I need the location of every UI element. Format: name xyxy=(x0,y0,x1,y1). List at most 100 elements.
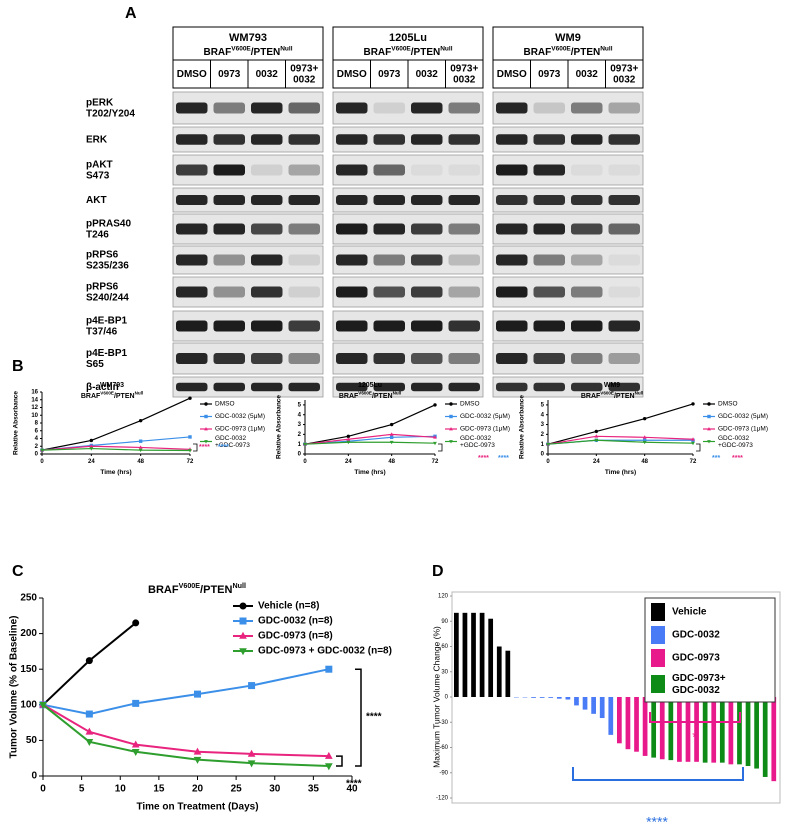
bar xyxy=(702,697,708,763)
bracket xyxy=(572,767,744,781)
genotype-allele: V600E xyxy=(231,45,251,52)
y-tick-label: 0 xyxy=(541,452,545,458)
band xyxy=(176,194,208,206)
chart-title: WM793 xyxy=(100,382,124,389)
band xyxy=(288,286,320,298)
x-tick-label: 24 xyxy=(345,459,352,465)
band xyxy=(336,286,368,298)
marker xyxy=(138,418,143,423)
protein-label-line: β-actin xyxy=(86,382,119,393)
band xyxy=(213,286,245,298)
y-tick-label: -120 xyxy=(436,796,449,802)
cell-line: WM793 xyxy=(229,32,267,44)
y-tick-label: 90 xyxy=(441,619,448,625)
x-tick-label: 48 xyxy=(641,459,648,465)
significance: **** xyxy=(218,444,229,451)
marker xyxy=(324,751,333,759)
y-tick-label: 1 xyxy=(541,442,545,448)
bar xyxy=(565,697,571,700)
marker xyxy=(132,699,140,707)
bar xyxy=(471,612,476,697)
band xyxy=(288,164,320,176)
band xyxy=(213,102,245,114)
band xyxy=(288,102,320,114)
band xyxy=(448,254,480,266)
band xyxy=(336,102,368,114)
series-line xyxy=(41,447,191,452)
x-tick-label: 25 xyxy=(231,784,243,795)
blot-strip xyxy=(172,376,324,398)
band xyxy=(496,194,528,206)
genotype-gene: /PTEN xyxy=(114,393,135,400)
legend-marker xyxy=(707,414,711,419)
bar xyxy=(556,697,562,699)
lane-label: 0032 xyxy=(576,69,599,80)
protein-label: pAKT S473 xyxy=(86,159,113,181)
series-line xyxy=(41,445,191,451)
series-line xyxy=(547,435,694,445)
band xyxy=(571,223,603,235)
lane-label-line: 0032 xyxy=(453,74,476,85)
series-line xyxy=(547,439,694,445)
band xyxy=(251,223,283,235)
y-tick-label: 4 xyxy=(541,412,545,418)
y-tick-label: 16 xyxy=(31,390,38,396)
legend-label: GDC-0973 + GDC-0032 (n=8) xyxy=(258,646,392,657)
band xyxy=(411,164,443,176)
y-tick-label: 100 xyxy=(20,699,37,710)
y-axis-label: Maximum Tumor Volume Change (%) xyxy=(431,626,441,768)
marker xyxy=(138,445,143,449)
genotype-allele: Null xyxy=(393,391,402,396)
bracket xyxy=(355,668,362,767)
y-tick-label: 6 xyxy=(35,428,39,434)
legend-label: Vehicle (n=8) xyxy=(258,601,319,612)
band xyxy=(288,353,320,364)
legend-label: GDC-0032 +GDC-0973 xyxy=(460,435,495,449)
x-tick-label: 10 xyxy=(115,784,127,795)
y-tick-label: 5 xyxy=(298,402,302,408)
legend-marker xyxy=(239,602,247,610)
genotype-gene: BRAF xyxy=(203,47,231,58)
protein-label: pPRAS40 T246 xyxy=(86,218,131,240)
legend-label: GDC-0973 xyxy=(672,653,720,664)
legend-marker xyxy=(239,648,247,656)
band xyxy=(288,254,320,266)
genotype-gene: BRAF xyxy=(339,393,359,400)
marker xyxy=(193,756,202,764)
marker xyxy=(89,444,94,448)
band xyxy=(448,223,480,235)
band xyxy=(288,223,320,235)
bar xyxy=(771,697,777,782)
lane-label-line: 0032 xyxy=(576,69,599,80)
y-tick-label: 1 xyxy=(298,442,302,448)
legend-label: GDC-0032 (n=8) xyxy=(258,616,333,627)
band xyxy=(533,164,565,176)
protein-label: pRPS6 S235/236 xyxy=(86,249,129,271)
band xyxy=(373,286,405,298)
marker xyxy=(642,435,647,439)
genotype: BRAFV600E/PTENNull xyxy=(523,45,612,57)
bar xyxy=(625,697,631,750)
bar xyxy=(582,697,588,710)
x-tick-label: 20 xyxy=(192,784,204,795)
genotype-gene: /PTEN xyxy=(251,47,280,58)
genotype-allele: Null xyxy=(232,582,246,590)
cell-line: 1205Lu xyxy=(389,32,427,44)
band xyxy=(496,286,528,298)
legend-marker xyxy=(204,426,208,431)
band xyxy=(496,223,528,235)
legend-label: DMSO xyxy=(215,401,235,408)
y-tick-label: 200 xyxy=(20,628,37,639)
x-tick-label: 72 xyxy=(432,459,439,465)
genotype-gene: /PTEN xyxy=(614,393,635,400)
significance: **** xyxy=(498,455,509,462)
series-line xyxy=(547,403,694,445)
marker xyxy=(248,682,256,690)
marker xyxy=(194,690,201,698)
marker xyxy=(389,422,394,427)
marker xyxy=(433,441,437,446)
band xyxy=(336,254,368,266)
protein-label-line: pPRAS40 xyxy=(86,218,131,229)
marker xyxy=(346,434,351,439)
bracket xyxy=(193,443,198,452)
